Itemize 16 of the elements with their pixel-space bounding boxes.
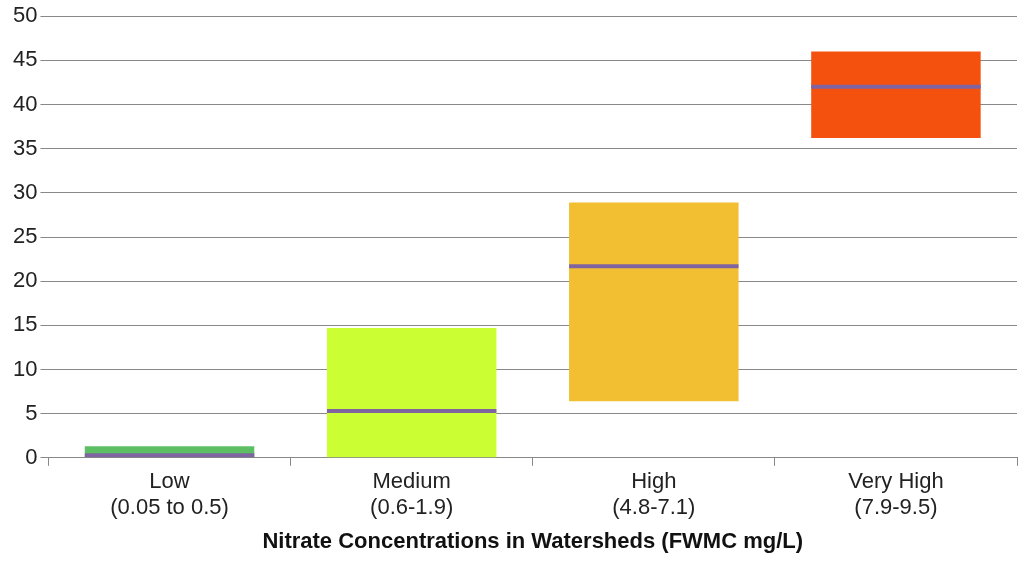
x-tick-label: Low (0.05 to 0.5) — [110, 468, 229, 520]
y-tick-label: 20 — [12, 267, 38, 293]
y-tick-label: 15 — [12, 311, 38, 337]
x-tick-label: High (4.8-7.1) — [612, 468, 696, 520]
y-tick-label: 25 — [12, 223, 38, 249]
y-tick-label: 0 — [25, 443, 38, 469]
y-tick-label: 35 — [12, 134, 38, 160]
y-tick-label: 10 — [12, 355, 38, 381]
x-tick-label: Very High (7.9-9.5) — [848, 468, 944, 520]
x-tick-label: Medium (0.6-1.9) — [370, 468, 454, 520]
y-tick-label: 40 — [12, 90, 38, 116]
y-tick-label: 30 — [12, 178, 38, 204]
y-tick-label: 5 — [25, 399, 38, 425]
y-tick-label: 50 — [12, 2, 38, 28]
x-axis-title: Nitrate Concentrations in Watersheds (FWMC mg/L) — [262, 527, 804, 553]
y-tick-label: 45 — [12, 46, 38, 72]
